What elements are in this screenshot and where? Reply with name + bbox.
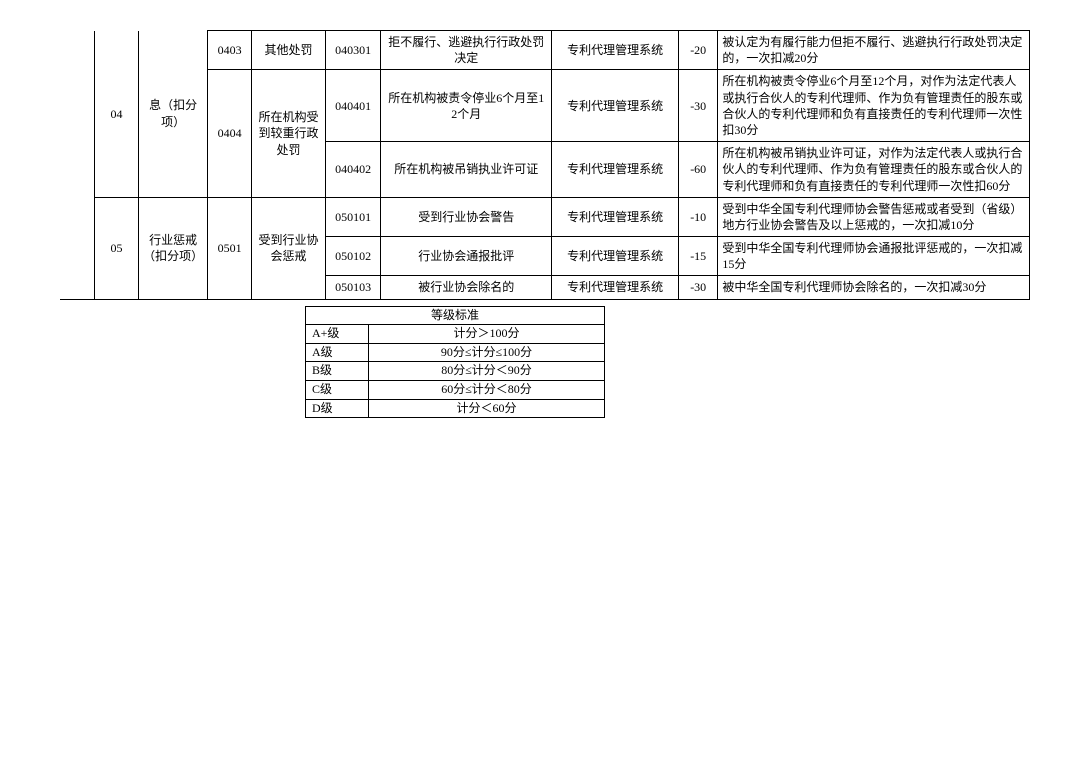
group-label: 行业惩戒（扣分项） [138, 197, 207, 299]
row-desc: 被认定为有履行能力但拒不履行、逃避执行行政处罚决定的，一次扣减20分 [718, 31, 1030, 70]
grade-row: A级 90分≤计分≤100分 [306, 343, 605, 362]
grade-header-row: 等级标准 [306, 306, 605, 325]
row-item: 所在机构被吊销执业许可证 [381, 142, 552, 198]
group-code: 04 [95, 31, 139, 198]
subgroup-code: 0404 [208, 70, 252, 197]
grade-title: 等级标准 [306, 306, 605, 325]
grade-label: A级 [306, 343, 369, 362]
row-source: 专利代理管理系统 [552, 31, 679, 70]
row-code: 040402 [325, 142, 380, 198]
row-score: -30 [679, 276, 718, 299]
row-source: 专利代理管理系统 [552, 197, 679, 236]
grade-row: C级 60分≤计分＜80分 [306, 381, 605, 400]
grade-range: 60分≤计分＜80分 [369, 381, 605, 400]
row-source: 专利代理管理系统 [552, 237, 679, 276]
subgroup-code: 0501 [208, 197, 252, 299]
row-code: 040401 [325, 70, 380, 142]
grade-label: C级 [306, 381, 369, 400]
grade-row: A+级 计分＞100分 [306, 325, 605, 344]
grade-range: 90分≤计分≤100分 [369, 343, 605, 362]
grade-label: B级 [306, 362, 369, 381]
group-label: 息（扣分项） [138, 31, 207, 198]
subgroup-code: 0403 [208, 31, 252, 70]
row-score: -20 [679, 31, 718, 70]
group-code: 05 [95, 197, 139, 299]
row-desc: 被中华全国专利代理师协会除名的，一次扣减30分 [718, 276, 1030, 299]
grade-label: A+级 [306, 325, 369, 344]
row-score: -15 [679, 237, 718, 276]
row-source: 专利代理管理系统 [552, 142, 679, 198]
row-score: -30 [679, 70, 718, 142]
grade-label: D级 [306, 399, 369, 418]
row-source: 专利代理管理系统 [552, 70, 679, 142]
grade-range: 80分≤计分＜90分 [369, 362, 605, 381]
row-item: 拒不履行、逃避执行行政处罚决定 [381, 31, 552, 70]
row-desc: 所在机构被责令停业6个月至12个月，对作为法定代表人或执行合伙人的专利代理师、作… [718, 70, 1030, 142]
row-code: 050102 [325, 237, 380, 276]
row-item: 被行业协会除名的 [381, 276, 552, 299]
subgroup-name: 受到行业协会惩戒 [252, 197, 326, 299]
grade-row: B级 80分≤计分＜90分 [306, 362, 605, 381]
row-item: 受到行业协会警告 [381, 197, 552, 236]
main-table: 04 息（扣分项） 0403 其他处罚 040301 拒不履行、逃避执行行政处罚… [60, 30, 1030, 300]
row-score: -60 [679, 142, 718, 198]
row-item: 行业协会通报批评 [381, 237, 552, 276]
row-score: -10 [679, 197, 718, 236]
table-row: 05 行业惩戒（扣分项） 0501 受到行业协会惩戒 050101 受到行业协会… [60, 197, 1030, 236]
row-code: 040301 [325, 31, 380, 70]
row-item: 所在机构被责令停业6个月至12个月 [381, 70, 552, 142]
row-desc: 受到中华全国专利代理师协会通报批评惩戒的，一次扣减15分 [718, 237, 1030, 276]
table-row: 04 息（扣分项） 0403 其他处罚 040301 拒不履行、逃避执行行政处罚… [60, 31, 1030, 70]
subgroup-name: 其他处罚 [252, 31, 326, 70]
grade-range: 计分＜60分 [369, 399, 605, 418]
row-code: 050101 [325, 197, 380, 236]
grade-range: 计分＞100分 [369, 325, 605, 344]
subgroup-name: 所在机构受到较重行政处罚 [252, 70, 326, 197]
grade-row: D级 计分＜60分 [306, 399, 605, 418]
row-code: 050103 [325, 276, 380, 299]
leading-spacer [60, 31, 95, 300]
row-source: 专利代理管理系统 [552, 276, 679, 299]
grade-table: 等级标准 A+级 计分＞100分 A级 90分≤计分≤100分 B级 80分≤计… [305, 306, 605, 419]
row-desc: 受到中华全国专利代理师协会警告惩戒或者受到（省级）地方行业协会警告及以上惩戒的，… [718, 197, 1030, 236]
row-desc: 所在机构被吊销执业许可证，对作为法定代表人或执行合伙人的专利代理师、作为负有管理… [718, 142, 1030, 198]
